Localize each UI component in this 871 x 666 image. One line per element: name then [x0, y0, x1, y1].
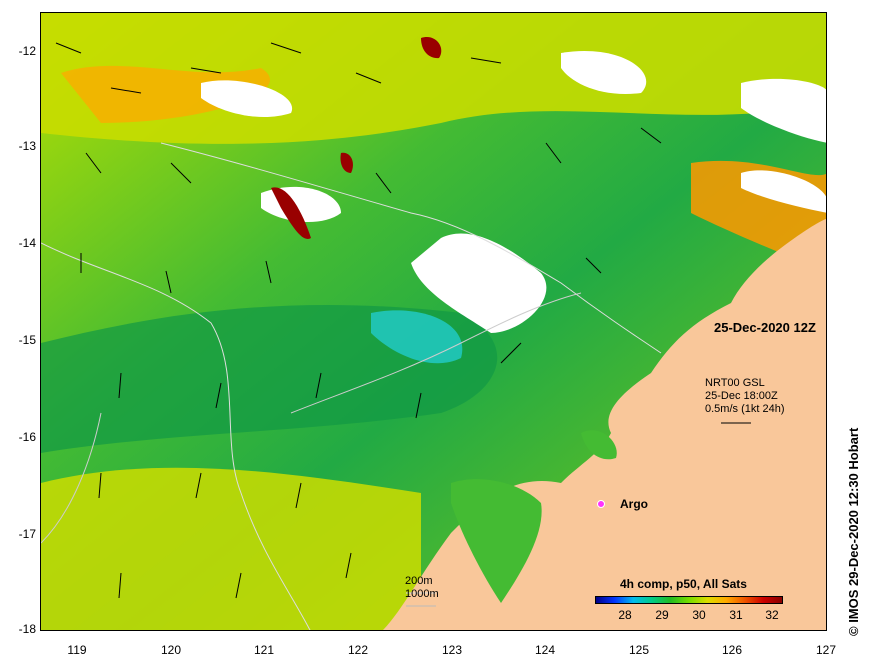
current-vectors	[55, 42, 751, 599]
lat-label: -13	[18, 139, 36, 153]
argo-float-icon	[597, 500, 605, 508]
current-legend-line: NRT00 GSL	[705, 377, 765, 389]
current-vector-icon	[118, 572, 122, 599]
date-label: 25-Dec-2020 12Z	[714, 320, 816, 335]
colorbar-tick: 28	[618, 608, 632, 622]
current-vector-icon	[235, 572, 242, 599]
lon-label: 125	[628, 643, 650, 657]
current-vector-icon	[295, 482, 302, 509]
current-vector-icon	[55, 42, 82, 54]
depth-contour	[160, 142, 662, 354]
cloud-area	[561, 51, 647, 94]
current-vector-icon	[165, 270, 172, 294]
colorbar-tick: 31	[729, 608, 743, 622]
colorbar-tick: 29	[655, 608, 669, 622]
current-vector-icon	[500, 342, 522, 364]
credit-label: © IMOS 29-Dec-2020 12:30 Hobart	[846, 427, 861, 636]
colorbar-title: 4h comp, p50, All Sats	[620, 577, 747, 591]
lon-label: 126	[721, 643, 743, 657]
current-vector-icon	[85, 152, 102, 174]
current-vector-icon	[355, 72, 382, 84]
lat-label: -16	[18, 430, 36, 444]
current-legend-line: 25-Dec 18:00Z	[705, 390, 778, 402]
current-vector-icon	[98, 472, 102, 499]
current-vector-icon	[545, 142, 562, 164]
depth-contour	[290, 292, 582, 414]
current-vector-icon	[640, 127, 662, 144]
depth-legend-1000: 1000m	[405, 588, 439, 600]
current-vector-icon	[375, 172, 392, 194]
lat-label: -12	[18, 44, 36, 58]
coolest-patch	[371, 310, 463, 364]
sst-map	[40, 12, 827, 631]
lon-label: 119	[67, 643, 87, 657]
depth-legend-200: 200m	[405, 575, 433, 587]
cloud-area	[201, 80, 293, 118]
lat-label: -18	[18, 622, 36, 636]
current-vector-icon	[118, 372, 122, 399]
warm-band-south	[41, 467, 421, 630]
current-vector-icon	[315, 372, 322, 399]
lat-label: -15	[18, 333, 36, 347]
cloud-area	[411, 233, 547, 333]
estuary	[451, 479, 542, 603]
lon-label: 122	[347, 643, 369, 657]
current-vector-icon	[265, 260, 272, 284]
current-vector-icon	[195, 472, 202, 499]
current-legend: NRT00 GSL 25-Dec 18:00Z 0.5m/s (1kt 24h)	[705, 377, 784, 416]
estuary	[581, 430, 617, 460]
lon-label: 121	[253, 643, 275, 657]
hot-spot	[421, 37, 442, 59]
cloud-area	[741, 170, 826, 213]
depth-contour	[41, 242, 311, 630]
current-legend-line: 0.5m/s (1kt 24h)	[705, 403, 785, 415]
hot-spot	[271, 187, 311, 239]
colorbar	[595, 596, 783, 604]
sst-image	[41, 13, 826, 630]
cloud-area	[741, 78, 826, 143]
lon-label: 124	[534, 643, 556, 657]
current-vector-icon	[215, 382, 222, 409]
argo-label: Argo	[620, 497, 648, 511]
depth-legend: 200m 1000m	[405, 575, 439, 601]
current-vector-icon	[585, 257, 602, 274]
lon-label: 127	[815, 643, 837, 657]
lat-label: -17	[18, 527, 36, 541]
hot-spot	[340, 152, 353, 173]
current-vector-icon	[110, 87, 142, 94]
lon-label: 120	[160, 643, 182, 657]
current-vector-icon	[470, 57, 502, 64]
lat-label: -14	[18, 236, 36, 250]
colorbar-tick: 32	[765, 608, 779, 622]
current-vector-icon	[190, 67, 222, 74]
current-vector-icon	[170, 162, 192, 184]
current-vector-icon	[415, 392, 422, 419]
lon-label: 123	[441, 643, 463, 657]
current-vector-icon	[270, 42, 302, 54]
depth-contour	[41, 412, 102, 544]
warm-patch	[61, 65, 271, 123]
colorbar-tick: 30	[692, 608, 706, 622]
current-vector-icon	[345, 552, 352, 579]
